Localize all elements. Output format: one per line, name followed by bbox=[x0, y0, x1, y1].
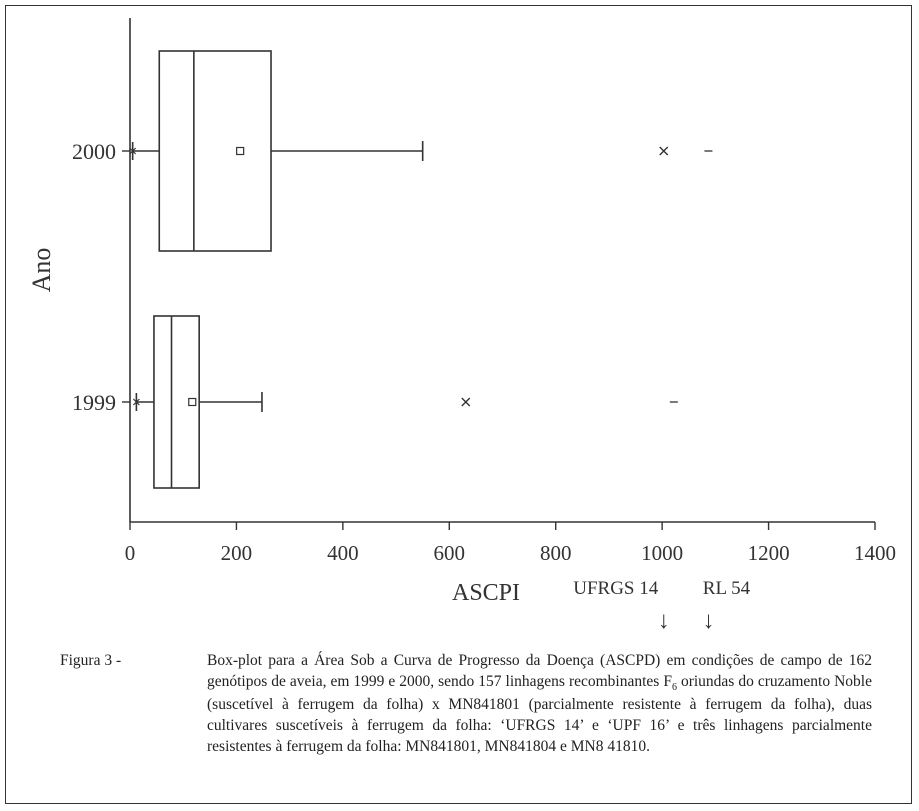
y-axis-label: Ano bbox=[27, 248, 56, 293]
boxes: 2000 1999 bbox=[72, 50, 713, 489]
axes: Ano bbox=[27, 18, 875, 523]
boxplot-chart: Ano 2000 1999 0 200 400 600 800 1000 1200 1400 AS… bbox=[27, 18, 896, 634]
x-axis-label: ASCPI bbox=[452, 580, 520, 606]
outlier-cross bbox=[659, 146, 669, 156]
caption-text-1: Box-plot para a Área Sob a Curva de Prog… bbox=[207, 652, 872, 690]
min-marker bbox=[129, 147, 137, 155]
annotations: UFRGS 14↓RL 54↓ bbox=[573, 578, 750, 634]
y-tick-label: 2000 bbox=[72, 139, 116, 164]
x-tick-label: 1200 bbox=[748, 541, 790, 565]
x-tick-label: 1400 bbox=[854, 541, 896, 565]
x-tick-label: 600 bbox=[434, 541, 466, 565]
annotation-arrow: ↓ bbox=[702, 608, 714, 634]
x-ticks: 0 200 400 600 800 1000 1200 1400 ASCPI bbox=[125, 522, 896, 606]
annotation-arrow: ↓ bbox=[658, 608, 670, 634]
min-marker bbox=[132, 398, 140, 406]
caption-subscript: 6 bbox=[671, 682, 677, 693]
mean-marker bbox=[236, 146, 245, 156]
y-tick-label: 1999 bbox=[72, 390, 116, 415]
annotation-1: RL 54 ↓ bbox=[702, 578, 750, 634]
iqr-box bbox=[153, 315, 200, 489]
mean-marker bbox=[188, 397, 197, 407]
annotation-0: UFRGS 14↓ bbox=[573, 578, 670, 634]
x-tick-label: 400 bbox=[327, 541, 359, 565]
x-tick-label: 800 bbox=[540, 541, 572, 565]
box-2000: 2000 bbox=[72, 50, 713, 252]
caption-body: Box-plot para a Área Sob a Curva de Prog… bbox=[207, 650, 872, 757]
box-1999: 1999 bbox=[72, 315, 678, 489]
x-tick-label: 1000 bbox=[641, 541, 683, 565]
caption-text-2: oriundas do cruzamento Noble (suscetível… bbox=[207, 673, 872, 755]
iqr-box bbox=[158, 50, 272, 252]
annotation-label: RL 54 bbox=[703, 578, 751, 599]
x-tick-label: 0 bbox=[125, 541, 136, 565]
annotation-label: UFRGS 14 bbox=[573, 578, 658, 599]
caption-label: Figura 3 - bbox=[60, 652, 122, 669]
x-tick-label: 200 bbox=[221, 541, 253, 565]
outlier-cross bbox=[461, 397, 471, 407]
